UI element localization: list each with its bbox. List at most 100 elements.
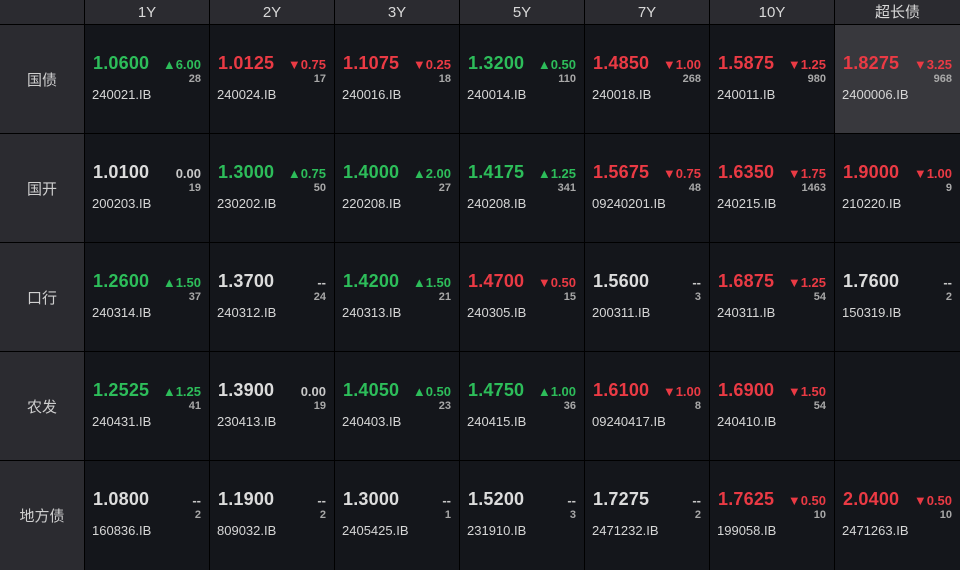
bond-code: 240208.IB: [467, 196, 527, 211]
column-header-5Y[interactable]: 5Y: [460, 0, 584, 24]
quote-cell[interactable]: 1.5600 -- 3 200311.IB: [585, 243, 709, 351]
row-label[interactable]: 国债: [0, 25, 84, 133]
trade-count: 17: [313, 73, 326, 85]
quote-cell[interactable]: 1.5675 ▼0.75 48 09240201.IB: [585, 134, 709, 242]
column-header-1Y[interactable]: 1Y: [85, 0, 209, 24]
yield-price: 1.0100: [93, 162, 150, 182]
yield-change: --: [192, 493, 201, 508]
yield-change: --: [567, 493, 576, 508]
quote-cell[interactable]: 1.0100 0.00 19 200203.IB: [85, 134, 209, 242]
yield-price: 1.4050: [343, 380, 400, 400]
bond-code: 199058.IB: [717, 523, 777, 538]
quote-cell[interactable]: 1.6350 ▼1.75 1463 240215.IB: [710, 134, 834, 242]
bond-code: 240312.IB: [217, 305, 277, 320]
quote-cell[interactable]: 1.6900 ▼1.50 54 240410.IB: [710, 352, 834, 460]
column-header-2Y[interactable]: 2Y: [210, 0, 334, 24]
row-label[interactable]: 口行: [0, 243, 84, 351]
quote-cell[interactable]: 1.2525 ▲1.25 41 240431.IB: [85, 352, 209, 460]
yield-change: --: [442, 493, 451, 508]
column-header-超长债[interactable]: 超长债: [835, 0, 960, 24]
bond-code: 200203.IB: [92, 196, 152, 211]
yield-price: 1.2525: [93, 380, 150, 400]
yield-change: --: [943, 275, 952, 290]
quote-cell[interactable]: 1.1075 ▼0.25 18 240016.IB: [335, 25, 459, 133]
trade-count: 1463: [801, 182, 826, 194]
trade-count: 968: [933, 73, 952, 85]
yield-price: 1.4850: [593, 53, 650, 73]
yield-change: ▼0.75: [662, 166, 701, 181]
yield-price: 1.6350: [718, 162, 775, 182]
yield-price: 1.6875: [718, 271, 775, 291]
yield-price: 1.5875: [718, 53, 775, 73]
quote-cell[interactable]: 1.3700 -- 24 240312.IB: [210, 243, 334, 351]
quote-cell[interactable]: 1.4850 ▼1.00 268 240018.IB: [585, 25, 709, 133]
quote-cell[interactable]: 1.4050 ▲0.50 23 240403.IB: [335, 352, 459, 460]
quote-cell[interactable]: 1.5875 ▼1.25 980 240011.IB: [710, 25, 834, 133]
quote-cell[interactable]: 1.3000 -- 1 2405425.IB: [335, 461, 459, 570]
quote-cell[interactable]: 1.3200 ▲0.50 110 240014.IB: [460, 25, 584, 133]
trade-count: 3: [569, 509, 576, 521]
quote-cell[interactable]: 2.0400 ▼0.50 10 2471263.IB: [835, 461, 960, 570]
quote-cell[interactable]: 1.6100 ▼1.00 8 09240417.IB: [585, 352, 709, 460]
trade-count: 341: [557, 182, 576, 194]
yield-price: 1.0600: [93, 53, 150, 73]
bond-code: 2405425.IB: [342, 523, 409, 538]
yield-change: ▲0.50: [412, 384, 451, 399]
quote-cell[interactable]: 1.5200 -- 3 231910.IB: [460, 461, 584, 570]
yield-price: 1.3700: [218, 271, 275, 291]
quote-cell[interactable]: 1.3900 0.00 19 230413.IB: [210, 352, 334, 460]
quote-cell[interactable]: 1.4200 ▲1.50 21 240313.IB: [335, 243, 459, 351]
yield-change: ▼1.00: [662, 57, 701, 72]
bond-code: 230413.IB: [217, 414, 277, 429]
column-header-10Y[interactable]: 10Y: [710, 0, 834, 24]
trade-count: 48: [688, 182, 701, 194]
trade-count: 268: [682, 73, 701, 85]
quote-cell[interactable]: 1.9000 ▼1.00 9 210220.IB: [835, 134, 960, 242]
yield-change: ▼0.75: [287, 57, 326, 72]
bond-code: 2471232.IB: [592, 523, 659, 538]
yield-price: 1.3200: [468, 53, 525, 73]
quote-cell[interactable]: 1.2600 ▲1.50 37 240314.IB: [85, 243, 209, 351]
trade-count: 3: [694, 291, 701, 303]
bond-code: 240021.IB: [92, 87, 152, 102]
trade-count: 41: [188, 400, 201, 412]
bond-code: 240305.IB: [467, 305, 527, 320]
quote-cell[interactable]: 1.7275 -- 2 2471232.IB: [585, 461, 709, 570]
yield-change: --: [692, 493, 701, 508]
yield-price: 1.8275: [843, 53, 900, 73]
yield-change: ▲0.75: [287, 166, 326, 181]
row-label[interactable]: 地方债: [0, 461, 84, 570]
bond-code: 240415.IB: [467, 414, 527, 429]
trade-count: 2: [694, 509, 701, 521]
trade-count: 21: [438, 291, 451, 303]
trade-count: 18: [438, 73, 451, 85]
row-label[interactable]: 国开: [0, 134, 84, 242]
row-label[interactable]: 农发: [0, 352, 84, 460]
trade-count: 8: [694, 400, 701, 412]
quote-cell[interactable]: 1.4700 ▼0.50 15 240305.IB: [460, 243, 584, 351]
quote-cell[interactable]: 1.4000 ▲2.00 27 220208.IB: [335, 134, 459, 242]
column-header-3Y[interactable]: 3Y: [335, 0, 459, 24]
trade-count: 28: [188, 73, 201, 85]
quote-cell[interactable]: 1.7625 ▼0.50 10 199058.IB: [710, 461, 834, 570]
quote-cell[interactable]: 1.3000 ▲0.75 50 230202.IB: [210, 134, 334, 242]
column-header-7Y[interactable]: 7Y: [585, 0, 709, 24]
yield-change: 0.00: [300, 384, 326, 399]
bond-code: 240410.IB: [717, 414, 777, 429]
quote-cell[interactable]: 1.0800 -- 2 160836.IB: [85, 461, 209, 570]
quote-cell[interactable]: 1.7600 -- 2 150319.IB: [835, 243, 960, 351]
quote-cell[interactable]: 1.4175 ▲1.25 341 240208.IB: [460, 134, 584, 242]
yield-price: 1.2600: [93, 271, 150, 291]
yield-change: ▼1.25: [787, 57, 826, 72]
yield-price: 1.7600: [843, 271, 900, 291]
quote-cell[interactable]: 1.0125 ▼0.75 17 240024.IB: [210, 25, 334, 133]
yield-change: ▼0.25: [412, 57, 451, 72]
yield-price: 1.1900: [218, 489, 275, 509]
quote-cell[interactable]: 1.1900 -- 2 809032.IB: [210, 461, 334, 570]
yield-price: 1.9000: [843, 162, 900, 182]
quote-cell[interactable]: 1.6875 ▼1.25 54 240311.IB: [710, 243, 834, 351]
bond-code: 230202.IB: [217, 196, 277, 211]
quote-cell[interactable]: 1.0600 ▲6.00 28 240021.IB: [85, 25, 209, 133]
quote-cell[interactable]: 1.8275 ▼3.25 968 2400006.IB: [835, 25, 960, 133]
quote-cell[interactable]: 1.4750 ▲1.00 36 240415.IB: [460, 352, 584, 460]
